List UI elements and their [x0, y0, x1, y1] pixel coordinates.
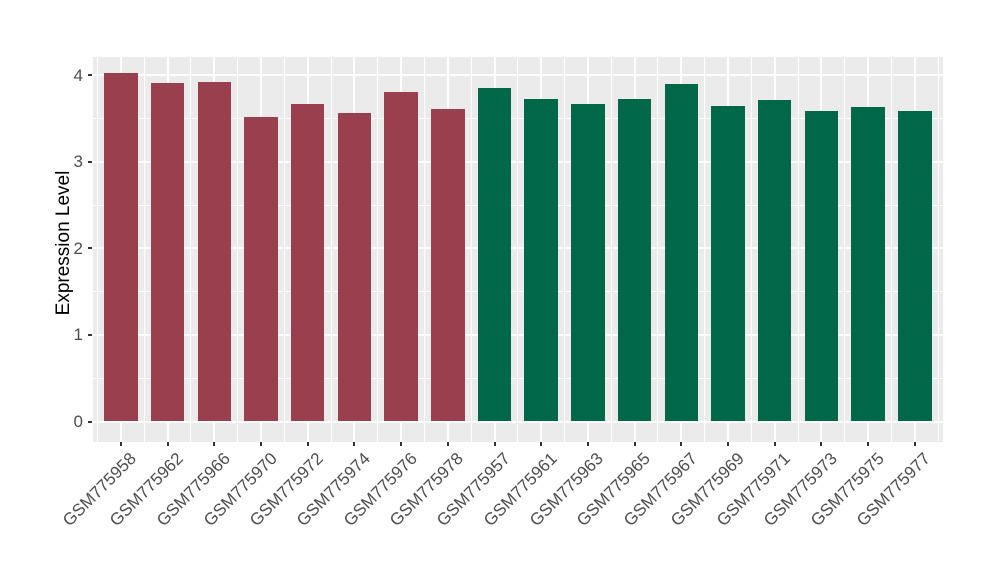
x-tick-GSM775958 [119, 442, 122, 446]
x-tick-GSM775977 [913, 442, 916, 446]
x-tick-GSM775963 [586, 442, 589, 446]
y-tick-label-1: 1 [73, 325, 83, 345]
x-tick-GSM775966 [213, 442, 216, 446]
gridline-minor-x [190, 57, 192, 442]
gridline-minor-x [704, 57, 706, 442]
bar-GSM775974 [337, 113, 372, 422]
gridline-minor-x [517, 57, 519, 442]
y-tick-label-3: 3 [73, 152, 83, 172]
y-tick-3 [88, 160, 92, 163]
gridline-minor-x [237, 57, 239, 442]
x-tick-GSM775957 [493, 442, 496, 446]
plot-panel [93, 57, 943, 442]
gridline-minor-x [283, 57, 285, 442]
bar-GSM775962 [150, 82, 185, 422]
bar-GSM775970 [244, 116, 278, 422]
x-tick-GSM775972 [306, 442, 309, 446]
gridline-minor-x [844, 57, 846, 442]
bar-GSM775966 [197, 82, 232, 422]
y-tick-label-4: 4 [73, 65, 83, 85]
bar-GSM775977 [898, 110, 932, 422]
gridline-minor-x [97, 57, 99, 442]
gridline-minor-x [470, 57, 472, 442]
bar-GSM775976 [384, 91, 418, 422]
gridline-minor-x [750, 57, 752, 442]
bar-GSM775972 [290, 103, 325, 422]
gridline-minor-x [890, 57, 892, 442]
y-tick-1 [88, 333, 92, 336]
y-tick-label-2: 2 [73, 238, 83, 258]
bar-GSM775963 [571, 103, 605, 422]
x-tick-GSM775967 [680, 442, 683, 446]
bar-GSM775973 [804, 111, 839, 422]
gridline-major-y-3 [93, 160, 943, 163]
gridline-major-y-4 [93, 74, 943, 77]
gridline-minor-x [143, 57, 145, 442]
gridline-minor-x [937, 57, 939, 442]
y-tick-0 [88, 420, 92, 423]
bar-GSM775965 [617, 99, 652, 422]
bar-GSM775958 [104, 73, 138, 422]
gridline-minor-x [330, 57, 332, 442]
bar-GSM775978 [431, 108, 465, 422]
x-tick-GSM775978 [446, 442, 449, 446]
gridline-major-y-1 [93, 333, 943, 336]
bar-GSM775957 [477, 88, 512, 422]
y-tick-2 [88, 247, 92, 250]
gridline-minor-x [797, 57, 799, 442]
x-tick-GSM775973 [820, 442, 823, 446]
gridline-minor-x [423, 57, 425, 442]
x-tick-GSM775962 [166, 442, 169, 446]
y-tick-4 [88, 74, 92, 77]
x-tick-GSM775969 [727, 442, 729, 446]
bar-GSM775971 [757, 100, 792, 422]
y-tick-label-0: 0 [73, 412, 83, 431]
x-tick-GSM775961 [540, 442, 543, 446]
gridline-minor-x [610, 57, 612, 442]
x-tick-GSM775965 [633, 442, 636, 446]
bar-GSM775961 [524, 99, 558, 422]
bar-GSM775967 [664, 83, 699, 422]
bar-GSM775969 [711, 106, 745, 422]
gridline-major-y-2 [93, 247, 943, 250]
x-tick-GSM775974 [353, 442, 356, 446]
bar-GSM775975 [851, 107, 885, 422]
gridline-minor-x [377, 57, 379, 442]
gridline-major-y-0 [93, 420, 943, 423]
x-tick-GSM775975 [867, 442, 870, 446]
x-tick-GSM775971 [773, 442, 776, 446]
x-tick-GSM775976 [400, 442, 403, 446]
x-tick-GSM775970 [260, 442, 262, 446]
gridline-minor-x [657, 57, 659, 442]
gridline-minor-x [564, 57, 566, 442]
